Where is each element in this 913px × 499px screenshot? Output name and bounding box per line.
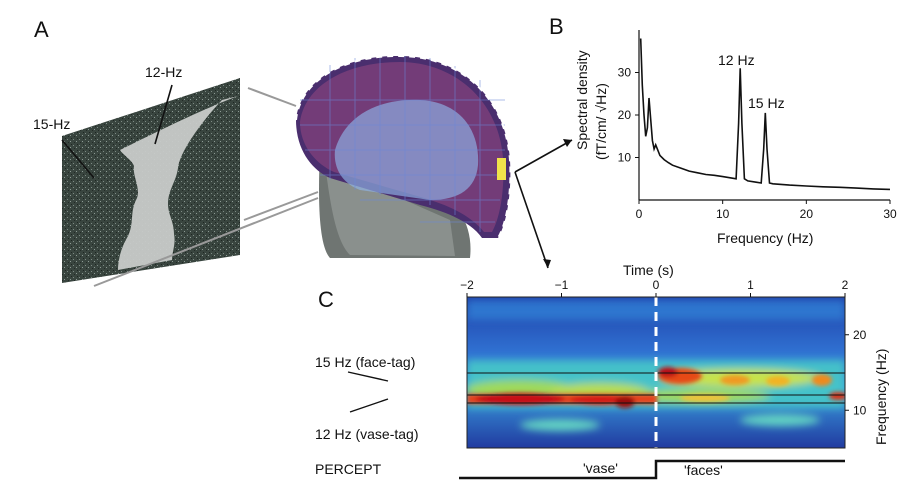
c-xlabel: Time (s) [623, 262, 674, 278]
c-xtick-label: −2 [460, 278, 474, 292]
c-xtick-label: 0 [653, 278, 660, 292]
projection-line-bottom [93, 197, 319, 287]
b-ytick-label: 30 [618, 66, 632, 80]
b-annotation-15hz: 15 Hz [748, 95, 785, 111]
b-ytick-label: 10 [618, 151, 632, 165]
stimulus-image [62, 78, 240, 283]
c-xtick-label: 2 [842, 278, 849, 292]
b-ytick-label: 20 [618, 108, 632, 122]
b-xtick-label: 20 [800, 207, 814, 221]
c-xtick-label: 1 [747, 278, 754, 292]
projection-line-top [247, 87, 297, 107]
b-xlabel: Frequency (Hz) [717, 230, 814, 246]
head-meg-helmet [295, 54, 512, 258]
c-vase-tag-label: 12 Hz (vase-tag) [315, 426, 419, 442]
label-15hz-region: 15-Hz [33, 116, 71, 132]
arrow-head-c [543, 259, 551, 268]
spectrum-line [639, 38, 891, 191]
b-xtick-label: 10 [716, 207, 730, 221]
panel-letter-b: B [549, 14, 564, 39]
pointer-12hz [154, 84, 173, 145]
time-frequency-heatmap [467, 297, 845, 448]
percept-trace [459, 459, 845, 480]
percept-vase: 'vase' [583, 460, 618, 476]
panel-letter-c: C [318, 287, 334, 312]
c-face-tag-label: 15 Hz (face-tag) [315, 354, 416, 370]
pointer-15hz [61, 139, 95, 179]
panel-letter-a: A [34, 17, 49, 42]
b-ylabel-line2: (fT/cm/ √Hz) [593, 83, 609, 160]
arrow-to-c [514, 171, 549, 269]
projection-line-mid [243, 191, 319, 221]
c-xtick-label: −1 [555, 278, 569, 292]
b-xtick-label: 30 [883, 207, 897, 221]
percept-faces: 'faces' [684, 462, 723, 478]
face-tag-pointer [347, 371, 389, 382]
b-xtick-label: 0 [636, 207, 643, 221]
b-annotation-12hz: 12 Hz [718, 52, 755, 68]
c-ytick-label: 10 [853, 403, 867, 417]
percept-label: PERCEPT [315, 461, 382, 477]
c-ytick-label: 20 [853, 328, 867, 342]
b-ylabel-line1: Spectral density [574, 50, 590, 150]
spectrum-chart: 0 10 20 30 10 20 30 [618, 30, 897, 221]
arrow-to-b [514, 139, 573, 173]
label-12hz-region: 12-Hz [145, 64, 183, 80]
vase-tag-pointer [349, 398, 389, 413]
arrow-head-b [563, 139, 572, 147]
c-ylabel: Frequency (Hz) [873, 348, 889, 445]
